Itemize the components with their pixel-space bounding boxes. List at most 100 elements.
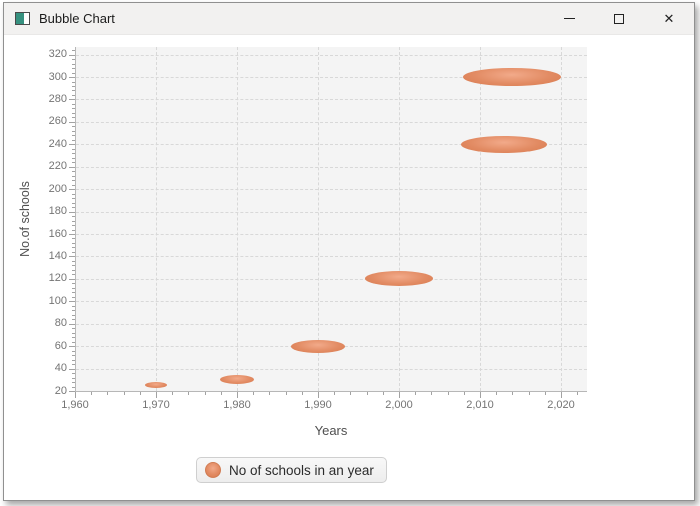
y-axis-tick xyxy=(69,346,75,348)
y-axis-minor-tick xyxy=(72,373,75,375)
y-axis-minor-tick xyxy=(72,310,75,312)
x-axis-minor-tick xyxy=(220,392,222,395)
bubble[interactable] xyxy=(145,382,167,389)
y-axis-minor-tick xyxy=(72,359,75,361)
y-axis-tick xyxy=(69,391,75,392)
x-axis-minor-tick xyxy=(528,392,530,395)
x-axis-minor-tick xyxy=(107,392,109,395)
y-axis-tick xyxy=(69,121,75,123)
y-tick-label: 320 xyxy=(48,48,67,61)
y-axis-minor-tick xyxy=(72,251,75,253)
y-tick-label: 300 xyxy=(48,70,67,83)
x-tick-label: 2,000 xyxy=(385,399,413,411)
y-axis-minor-tick xyxy=(72,319,75,321)
y-axis-minor-tick xyxy=(72,314,75,316)
y-tick-label: 260 xyxy=(48,115,67,128)
x-axis-title: Years xyxy=(314,423,348,438)
y-tick-label: 20 xyxy=(54,384,67,397)
y-axis-minor-tick xyxy=(72,283,75,285)
y-axis-line xyxy=(75,47,76,391)
v-gridline xyxy=(399,47,400,391)
x-axis-minor-tick xyxy=(285,392,287,395)
y-tick-label: 80 xyxy=(54,317,67,330)
h-gridline xyxy=(76,211,587,213)
y-tick-label: 180 xyxy=(48,205,67,218)
x-tick-label: 1,980 xyxy=(223,399,251,411)
x-axis-minor-tick xyxy=(269,392,271,395)
x-axis-minor-tick xyxy=(91,392,93,395)
y-tick-label: 160 xyxy=(48,227,67,240)
y-axis-minor-tick xyxy=(72,162,75,164)
x-axis-minor-tick xyxy=(350,392,352,395)
y-axis-minor-tick xyxy=(72,180,75,182)
y-tick-label: 100 xyxy=(48,294,67,307)
x-tick-label: 2,010 xyxy=(466,399,494,411)
h-gridline xyxy=(76,301,587,303)
y-axis-minor-tick xyxy=(72,126,75,128)
y-axis-minor-tick xyxy=(72,355,75,357)
x-axis-tick xyxy=(318,392,319,398)
y-axis-minor-tick xyxy=(72,265,75,267)
y-axis-minor-tick xyxy=(72,225,75,227)
x-axis-tick xyxy=(399,392,400,398)
h-gridline xyxy=(76,99,587,101)
y-axis-tick xyxy=(69,256,75,258)
y-axis-tick xyxy=(69,54,75,56)
y-axis-tick xyxy=(69,323,75,325)
y-axis-minor-tick xyxy=(72,153,75,155)
y-axis-minor-tick xyxy=(72,238,75,240)
h-gridline xyxy=(76,278,587,280)
x-axis-minor-tick xyxy=(431,392,433,395)
y-axis-minor-tick xyxy=(72,108,75,110)
close-button[interactable]: ✕ xyxy=(644,3,694,34)
x-axis-tick xyxy=(561,392,562,398)
y-axis-minor-tick xyxy=(72,202,75,204)
v-gridline xyxy=(561,47,562,391)
x-axis-minor-tick xyxy=(123,392,125,395)
x-axis-minor-tick xyxy=(415,392,417,395)
window-title: Bubble Chart xyxy=(39,11,115,26)
h-gridline xyxy=(76,121,587,123)
y-axis-minor-tick xyxy=(72,117,75,119)
y-axis-minor-tick xyxy=(72,292,75,294)
h-gridline xyxy=(76,144,587,146)
minimize-button[interactable] xyxy=(544,3,594,34)
y-axis-minor-tick xyxy=(72,171,75,173)
y-axis-tick xyxy=(69,99,75,101)
y-tick-label: 200 xyxy=(48,182,67,195)
titlebar[interactable]: Bubble Chart ✕ xyxy=(4,3,694,35)
y-tick-label: 40 xyxy=(54,362,67,375)
y-axis-title: No.of schools xyxy=(18,181,32,257)
y-axis-minor-tick xyxy=(72,216,75,218)
x-tick-label: 1,970 xyxy=(142,399,170,411)
maximize-button[interactable] xyxy=(594,3,644,34)
x-axis-minor-tick xyxy=(253,392,255,395)
y-axis-tick xyxy=(69,189,75,191)
y-axis-minor-tick xyxy=(72,94,75,96)
y-axis-minor-tick xyxy=(72,386,75,388)
y-axis-minor-tick xyxy=(72,59,75,61)
y-axis-minor-tick xyxy=(72,148,75,150)
y-tick-label: 120 xyxy=(48,272,67,285)
x-axis-line xyxy=(75,391,587,392)
y-tick-label: 240 xyxy=(48,137,67,150)
y-axis-minor-tick xyxy=(72,337,75,339)
bubble[interactable] xyxy=(291,339,345,353)
x-axis-minor-tick xyxy=(204,392,206,395)
minimize-icon xyxy=(563,18,575,19)
y-axis-minor-tick xyxy=(72,269,75,271)
bubble[interactable] xyxy=(365,271,433,287)
y-axis-minor-tick xyxy=(72,50,75,52)
h-gridline xyxy=(76,256,587,258)
x-axis-tick xyxy=(75,392,76,398)
legend-label: No of schools in an year xyxy=(229,462,374,478)
bubble[interactable] xyxy=(220,375,254,385)
bubble[interactable] xyxy=(461,135,548,153)
bubble[interactable] xyxy=(463,68,562,87)
x-axis-minor-tick xyxy=(366,392,368,395)
y-axis-minor-tick xyxy=(72,296,75,298)
app-icon xyxy=(15,12,30,25)
y-axis-tick xyxy=(69,301,75,303)
y-axis-minor-tick xyxy=(72,364,75,366)
